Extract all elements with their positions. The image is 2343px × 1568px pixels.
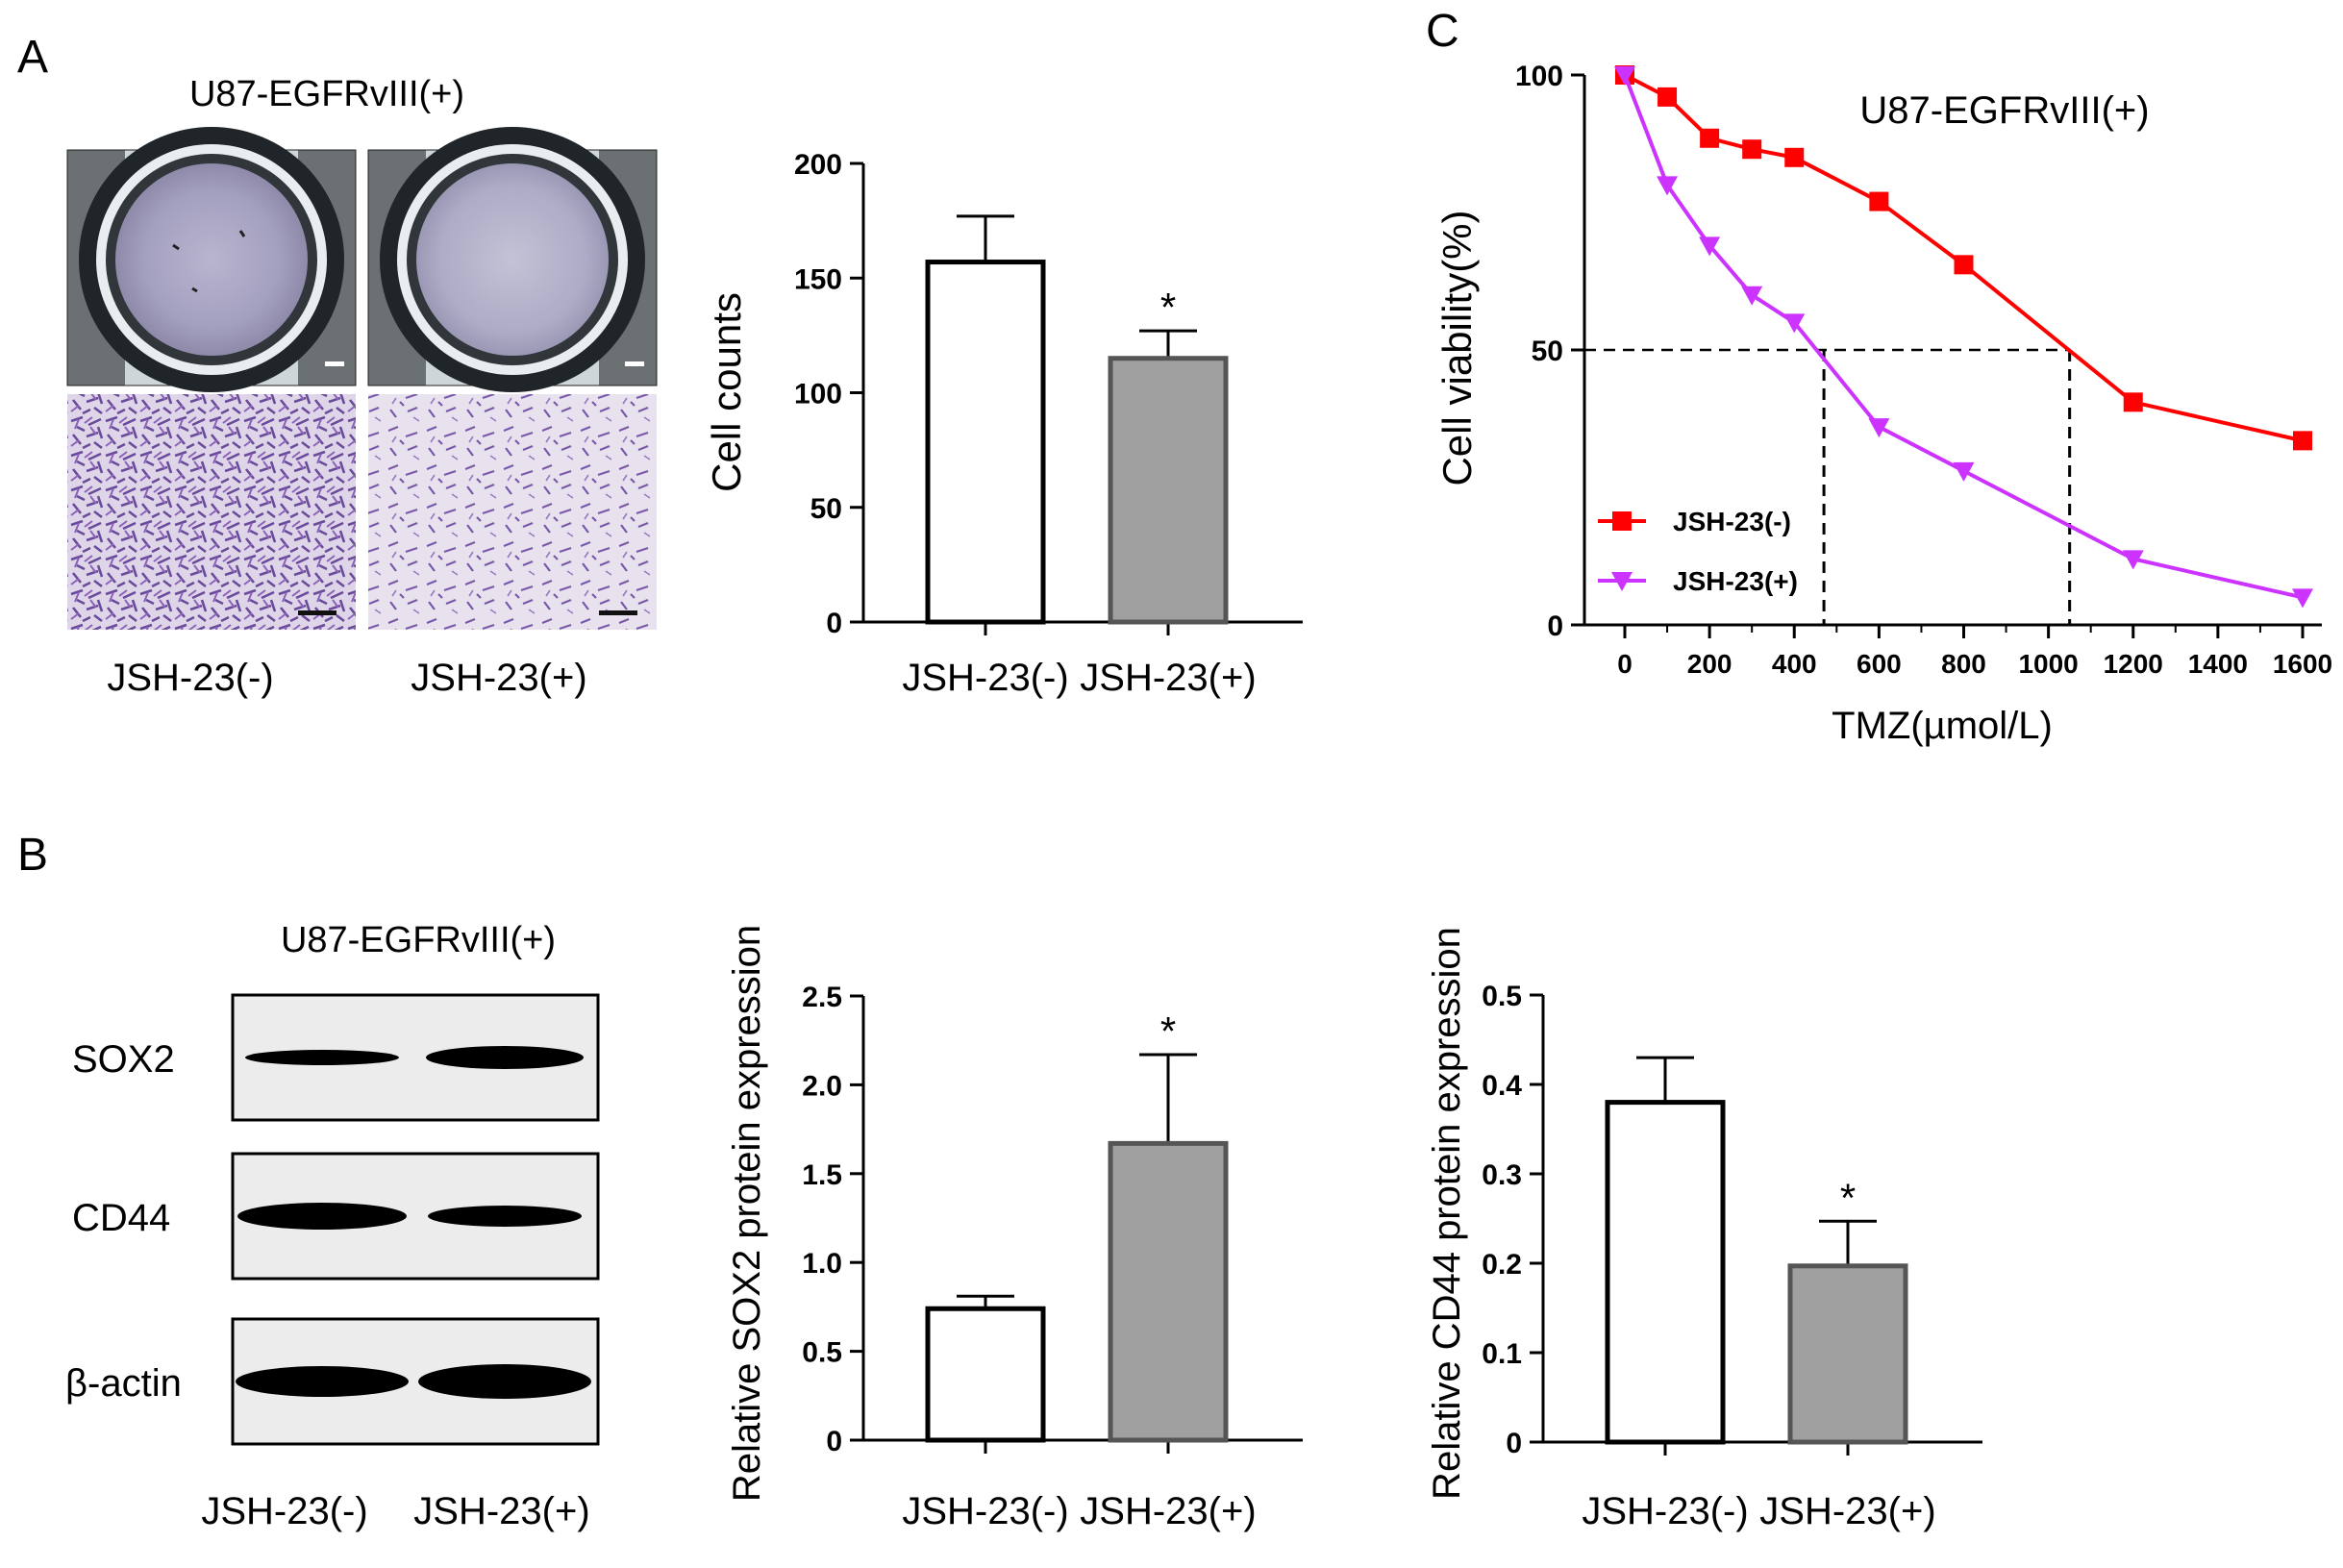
sox2-category-label: JSH-23(-) bbox=[902, 1490, 1068, 1532]
viability-point-plus bbox=[2292, 588, 2313, 609]
viability-point-plus bbox=[1868, 418, 1890, 438]
viability-point-plus bbox=[1783, 313, 1806, 334]
viability-point-minus bbox=[1700, 128, 1720, 148]
panel-a-micrograph-minus bbox=[67, 394, 356, 630]
viability-xtick-label: 1600 bbox=[2273, 649, 2332, 679]
sox2-ytick-label: 1.0 bbox=[802, 1248, 842, 1280]
viability-ytick-label: 50 bbox=[1532, 336, 1563, 367]
panel-a-well-image-minus bbox=[66, 127, 357, 392]
cell_counts-y-label: Cell counts bbox=[704, 292, 749, 492]
blot-label-cd44: CD44 bbox=[72, 1197, 170, 1239]
panel-a-cell-line: U87-EGFRvIII(+) bbox=[189, 74, 464, 114]
viability-x-label: TMZ(µmol/L) bbox=[1832, 705, 2053, 747]
sox2-category-label: JSH-23(+) bbox=[1080, 1490, 1256, 1532]
cd44-significance: * bbox=[1840, 1175, 1856, 1220]
legend-label: JSH-23(+) bbox=[1673, 566, 1798, 596]
cell_counts-category-label: JSH-23(-) bbox=[902, 657, 1068, 699]
viability-title: U87-EGFRvIII(+) bbox=[1859, 89, 2149, 132]
cd44-category-label: JSH-23(+) bbox=[1759, 1490, 1935, 1532]
cd44-ytick-label: 0.4 bbox=[1482, 1070, 1522, 1102]
cd44-ytick-label: 0.1 bbox=[1482, 1338, 1522, 1370]
cell_counts-ytick-label: 200 bbox=[794, 149, 842, 181]
charts-layer: 0 50 100 150 200 JSH-23(-) JSH-23(+) * Cell coun… bbox=[704, 61, 2332, 1532]
viability-point-plus bbox=[2122, 550, 2144, 570]
viability-point-plus bbox=[1699, 236, 1721, 257]
viability-point-plus bbox=[1953, 461, 1975, 482]
legend-marker-minus bbox=[1612, 511, 1632, 531]
viability-point-minus bbox=[1742, 139, 1762, 160]
cd44-category-label: JSH-23(-) bbox=[1582, 1490, 1748, 1532]
sox2-bar bbox=[1108, 1140, 1229, 1443]
cd44-ytick-label: 0.2 bbox=[1482, 1249, 1522, 1281]
viability-ytick-label: 100 bbox=[1515, 61, 1563, 92]
band-actin-minus bbox=[236, 1366, 409, 1397]
viability-point-plus bbox=[1614, 66, 1635, 86]
cd44-ytick-label: 0.3 bbox=[1482, 1159, 1522, 1191]
viability-xtick-label: 600 bbox=[1857, 649, 1902, 679]
viability-point-plus bbox=[1657, 176, 1679, 196]
blot-actin: β-actin bbox=[65, 1317, 600, 1446]
cell_counts-ytick-label: 0 bbox=[826, 608, 842, 639]
blot-lane-minus: JSH-23(-) bbox=[201, 1490, 367, 1532]
cell_counts-ytick-label: 50 bbox=[810, 493, 842, 525]
blot-lane-plus: JSH-23(+) bbox=[413, 1490, 589, 1532]
sox2-ytick-label: 1.5 bbox=[802, 1159, 842, 1191]
sox2-significance: * bbox=[1160, 1008, 1176, 1054]
panel-a-image-label-plus: JSH-23(+) bbox=[411, 657, 586, 699]
legend-label: JSH-23(-) bbox=[1673, 507, 1791, 536]
band-cd44-minus bbox=[237, 1203, 407, 1230]
cd44-y-label: Relative CD44 protein expression bbox=[1426, 927, 1468, 1500]
sox2-y-label: Relative SOX2 protein expression bbox=[726, 925, 768, 1502]
blot-cd44: CD44 bbox=[72, 1152, 600, 1281]
panel-a-image-label-minus: JSH-23(-) bbox=[107, 657, 273, 699]
cd44-ytick-label: 0 bbox=[1506, 1428, 1522, 1459]
panel-a-well-image-plus bbox=[367, 127, 658, 392]
blot-label-sox2: SOX2 bbox=[72, 1038, 175, 1081]
sox2-ytick-label: 2.5 bbox=[802, 982, 842, 1013]
band-actin-plus bbox=[418, 1364, 591, 1399]
viability-y-label: Cell viability(%) bbox=[1434, 210, 1480, 485]
cell_counts-category-label: JSH-23(+) bbox=[1080, 657, 1256, 699]
viability-xtick-label: 400 bbox=[1772, 649, 1817, 679]
viability-point-plus bbox=[1741, 286, 1763, 306]
cell_counts-bar bbox=[925, 260, 1046, 625]
cell_counts-ytick-label: 150 bbox=[794, 263, 842, 295]
blot-title: U87-EGFRvIII(+) bbox=[281, 920, 556, 960]
viability-point-minus bbox=[2123, 392, 2143, 412]
cell_counts-ytick-label: 100 bbox=[794, 379, 842, 411]
viability-ytick-label: 0 bbox=[1547, 610, 1563, 642]
band-sox2-minus bbox=[245, 1050, 399, 1065]
viability-point-minus bbox=[2293, 431, 2312, 451]
viability-point-minus bbox=[1869, 191, 1889, 212]
viability-point-minus bbox=[1658, 87, 1678, 107]
viability-xtick-label: 1200 bbox=[2104, 649, 2163, 679]
sox2-ytick-label: 0.5 bbox=[802, 1337, 842, 1369]
panel-label-b: B bbox=[17, 830, 48, 881]
blot-sox2: SOX2 bbox=[72, 993, 600, 1122]
viability-xtick-label: 1000 bbox=[2018, 649, 2078, 679]
legend-marker-plus bbox=[1611, 572, 1633, 591]
viability-xtick-label: 800 bbox=[1941, 649, 1986, 679]
sox2-ytick-label: 0 bbox=[826, 1426, 842, 1457]
cell_counts-bar bbox=[1108, 356, 1229, 625]
cd44-bar bbox=[1787, 1263, 1908, 1445]
panel-label-c: C bbox=[1426, 6, 1459, 57]
band-sox2-plus bbox=[426, 1046, 584, 1069]
sox2-ytick-label: 2.0 bbox=[802, 1070, 842, 1102]
band-cd44-plus bbox=[428, 1206, 582, 1227]
cd44-bar bbox=[1605, 1100, 1726, 1445]
panel-a-micrograph-plus bbox=[368, 394, 657, 630]
blot-label-actin: β-actin bbox=[65, 1362, 182, 1405]
cell_counts-significance: * bbox=[1160, 285, 1176, 330]
viability-point-minus bbox=[1784, 147, 1805, 167]
panel-label-a: A bbox=[17, 32, 48, 83]
viability-xtick-label: 200 bbox=[1687, 649, 1732, 679]
viability-xtick-label: 1400 bbox=[2188, 649, 2248, 679]
viability-point-minus bbox=[1954, 255, 1974, 275]
cd44-ytick-label: 0.5 bbox=[1482, 981, 1522, 1012]
sox2-bar bbox=[925, 1306, 1046, 1443]
viability-xtick-label: 0 bbox=[1617, 649, 1633, 679]
